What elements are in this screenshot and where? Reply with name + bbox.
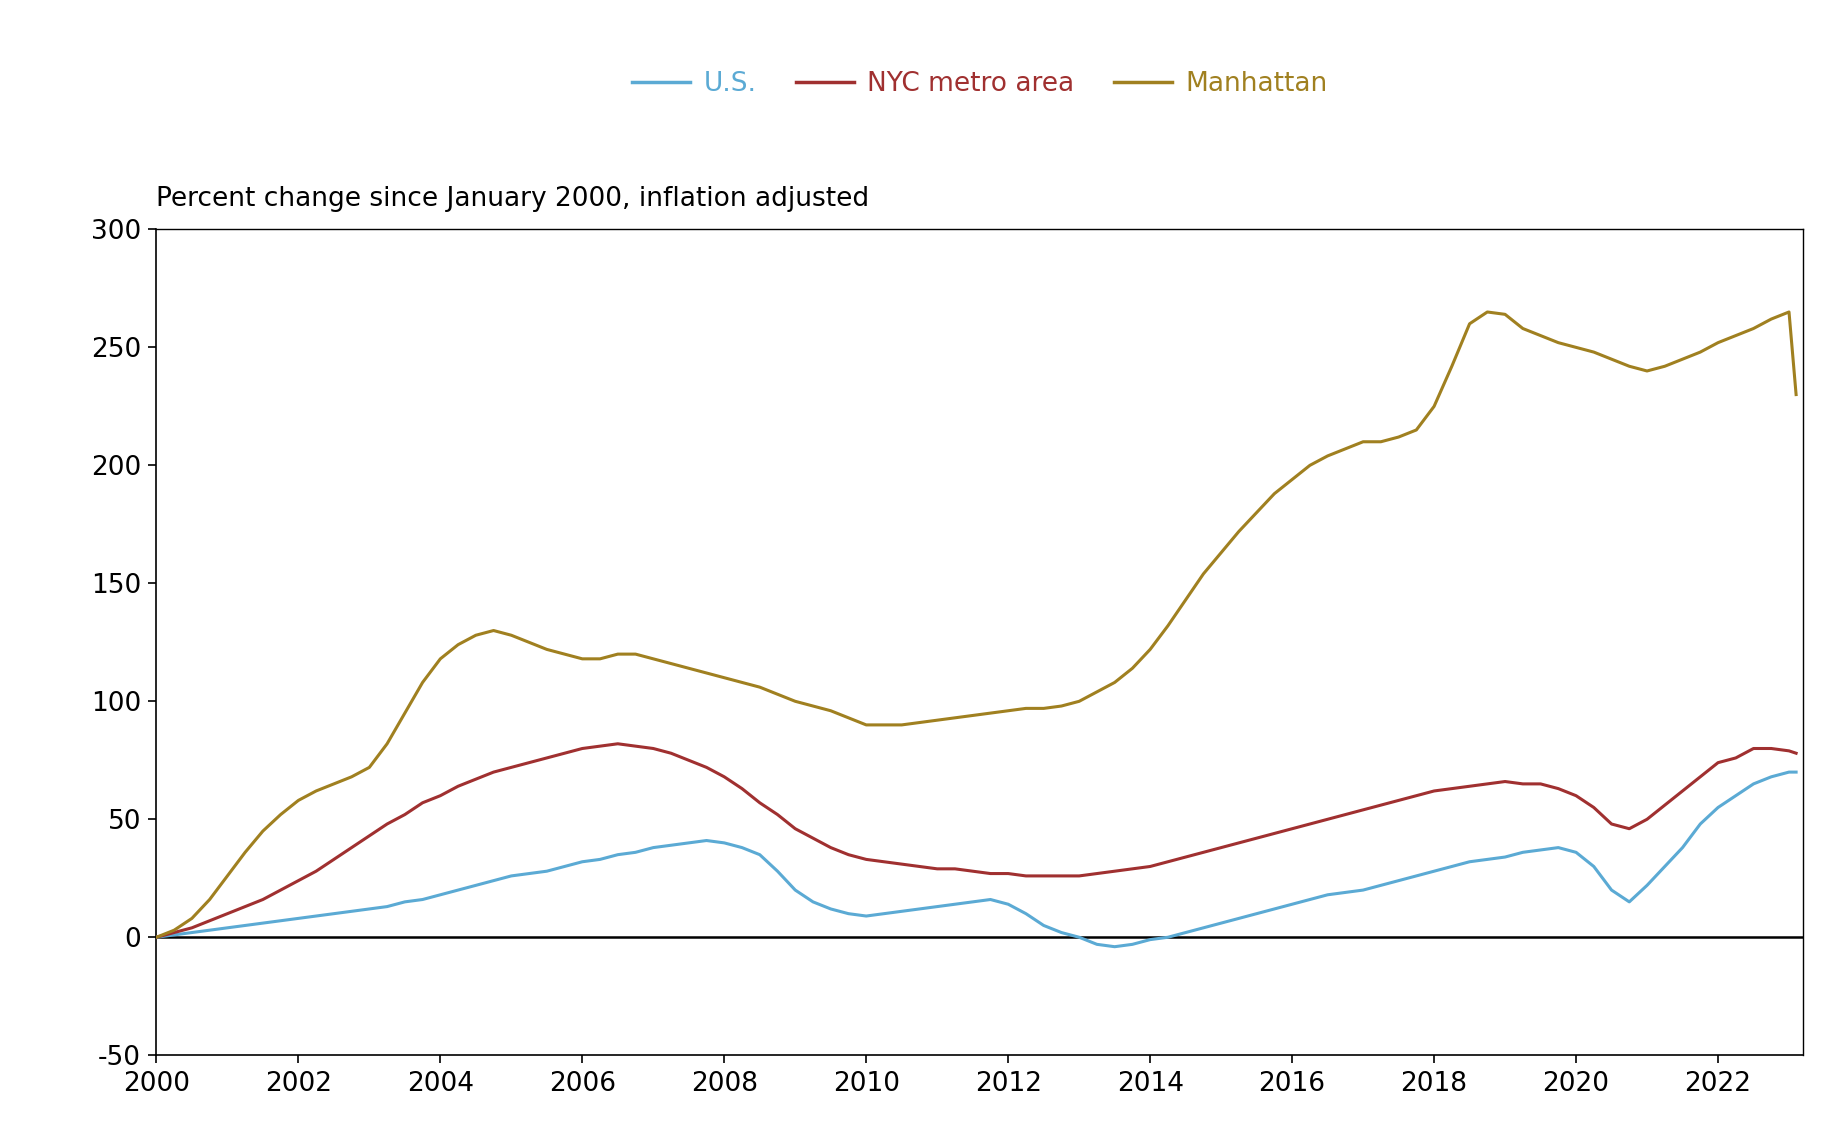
Manhattan [837,711,859,725]
NYC metro area [570,742,592,756]
U.S. [1776,765,1799,779]
U.S. [783,883,805,897]
Manhattan [1784,388,1806,401]
NYC metro area [145,930,167,944]
U.S. [837,907,859,921]
Manhattan [428,651,451,665]
U.S. [1157,930,1179,944]
Manhattan [145,930,167,944]
U.S. [1103,939,1125,953]
U.S. [1405,869,1427,883]
NYC metro area [855,852,877,866]
Line: Manhattan: Manhattan [156,312,1795,937]
NYC metro area [1784,747,1806,760]
U.S. [570,855,592,868]
Manhattan [570,651,592,665]
Manhattan [1387,430,1409,444]
Legend: U.S., NYC metro area, Manhattan: U.S., NYC metro area, Manhattan [622,61,1337,108]
NYC metro area [1157,855,1179,868]
NYC metro area [428,789,451,803]
Line: U.S.: U.S. [156,772,1795,946]
NYC metro area [1405,789,1427,803]
U.S. [1784,765,1806,779]
U.S. [428,888,451,902]
Manhattan [1475,305,1497,319]
Text: Percent change since January 2000, inflation adjusted: Percent change since January 2000, infla… [156,186,870,212]
Manhattan [783,694,805,708]
Manhattan [1138,642,1160,656]
U.S. [145,930,167,944]
NYC metro area [802,832,824,845]
NYC metro area [607,736,629,750]
Line: NYC metro area: NYC metro area [156,743,1795,937]
